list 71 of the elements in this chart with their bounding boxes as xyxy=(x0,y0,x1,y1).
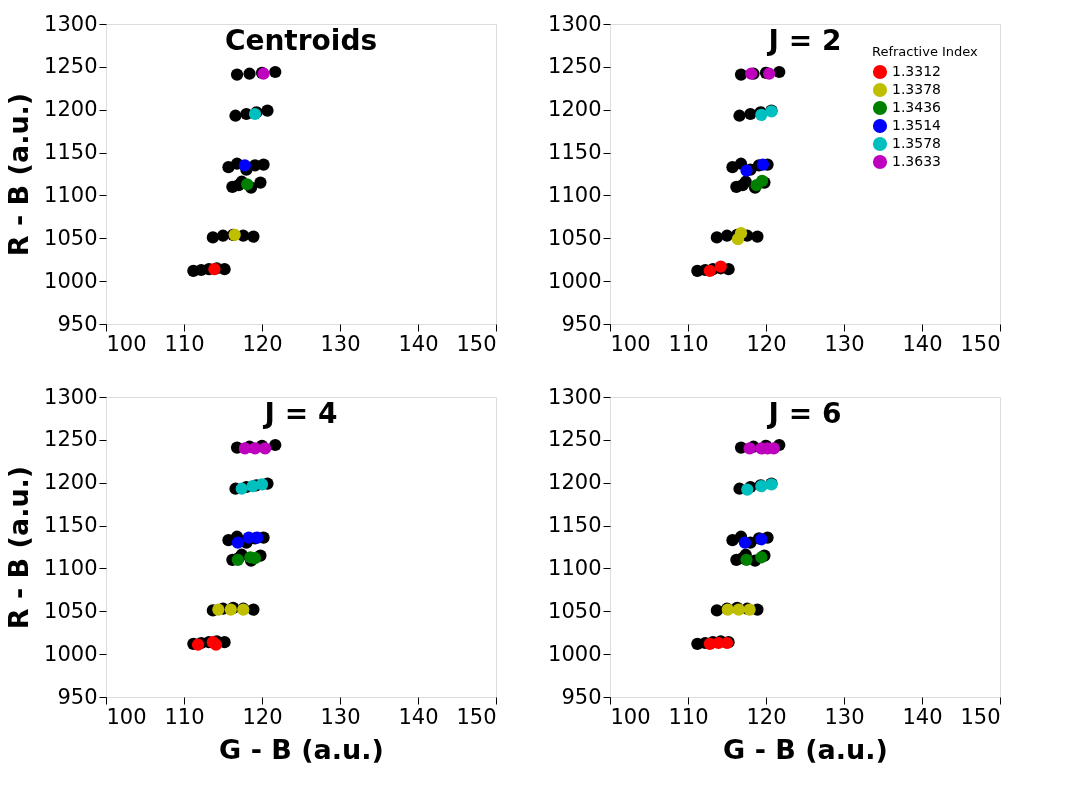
y-tick-label: 1150 xyxy=(548,140,602,165)
y-tick-label: 1250 xyxy=(548,54,602,79)
y-tick-label: 1200 xyxy=(44,470,98,495)
x-tick-label: 130 xyxy=(320,704,361,729)
x-tick-label: 140 xyxy=(398,331,439,356)
x-tick-label: 120 xyxy=(242,331,283,356)
y-tick-label: 1000 xyxy=(44,268,98,293)
y-tick-label: 950 xyxy=(561,311,602,336)
x-axis-title: G - B (a.u.) xyxy=(219,733,384,765)
chart-title: J = 2 xyxy=(766,24,842,57)
x-tick-label: 110 xyxy=(164,331,205,356)
x-tick-label: 150 xyxy=(456,704,497,729)
y-tick-label: 1200 xyxy=(44,97,98,122)
x-tick-label: 140 xyxy=(902,331,943,356)
y-tick-label: 1200 xyxy=(548,97,602,122)
y-tick-label: 1300 xyxy=(44,11,98,36)
y-tick-label: 1050 xyxy=(44,225,98,250)
y-tick-label: 1100 xyxy=(44,182,98,207)
x-tick-label: 130 xyxy=(824,331,865,356)
y-tick-label: 1100 xyxy=(44,555,98,580)
y-tick-label: 1000 xyxy=(548,268,602,293)
legend-title: Refractive Index xyxy=(872,44,979,59)
x-tick-label: 110 xyxy=(668,331,709,356)
legend-label: 1.3514 xyxy=(892,117,942,133)
x-tick-label: 130 xyxy=(320,331,361,356)
x-tick-label: 140 xyxy=(902,704,943,729)
x-tick-label: 120 xyxy=(746,704,787,729)
y-tick-label: 1300 xyxy=(44,384,98,409)
y-tick-label: 1000 xyxy=(44,641,98,666)
y-tick-label: 1150 xyxy=(548,513,602,538)
y-tick-label: 1100 xyxy=(548,182,602,207)
legend-label: 1.3633 xyxy=(892,153,941,169)
x-tick-label: 150 xyxy=(456,331,497,356)
x-tick-label: 110 xyxy=(164,704,205,729)
y-tick-label: 950 xyxy=(57,684,98,709)
x-axis-title: G - B (a.u.) xyxy=(723,733,888,765)
y-tick-label: 1050 xyxy=(44,598,98,623)
y-tick-label: 1000 xyxy=(548,641,602,666)
x-tick-label: 120 xyxy=(746,331,787,356)
x-tick-label: 140 xyxy=(398,704,439,729)
chart-title: J = 4 xyxy=(262,397,338,430)
x-tick-label: 110 xyxy=(668,704,709,729)
y-tick-label: 1050 xyxy=(548,225,602,250)
y-tick-label: 1250 xyxy=(548,427,602,452)
y-axis-title: R - B (a.u.) xyxy=(3,92,35,257)
y-tick-label: 1100 xyxy=(548,555,602,580)
y-tick-label: 1300 xyxy=(548,384,602,409)
legend-label: 1.3312 xyxy=(892,63,941,79)
y-tick-label: 1050 xyxy=(548,598,602,623)
y-tick-label: 1150 xyxy=(44,513,98,538)
y-tick-label: 1300 xyxy=(548,11,602,36)
chart-title: J = 6 xyxy=(766,397,842,430)
y-axis-title: R - B (a.u.) xyxy=(3,465,35,630)
x-tick-label: 100 xyxy=(106,331,147,356)
legend-label: 1.3578 xyxy=(892,135,941,151)
y-tick-label: 1250 xyxy=(44,54,98,79)
y-tick-label: 950 xyxy=(561,684,602,709)
x-tick-label: 150 xyxy=(960,331,1001,356)
x-tick-label: 150 xyxy=(960,704,1001,729)
y-tick-label: 1150 xyxy=(44,140,98,165)
legend-label: 1.3378 xyxy=(892,81,941,97)
x-tick-label: 100 xyxy=(610,704,651,729)
chart-title: Centroids xyxy=(224,24,378,57)
x-tick-label: 100 xyxy=(610,331,651,356)
x-tick-label: 100 xyxy=(106,704,147,729)
legend-label: 1.3436 xyxy=(892,99,942,115)
y-tick-label: 1250 xyxy=(44,427,98,452)
y-tick-label: 950 xyxy=(57,311,98,336)
x-tick-label: 120 xyxy=(242,704,283,729)
x-tick-label: 130 xyxy=(824,704,865,729)
y-tick-label: 1200 xyxy=(548,470,602,495)
